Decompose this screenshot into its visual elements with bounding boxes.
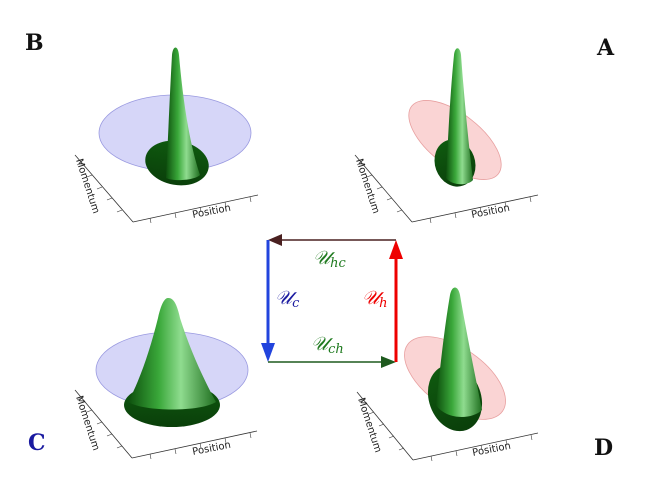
panel-label-d: D <box>594 435 614 461</box>
panel-b: Momentum Position <box>73 47 259 224</box>
panel-label-c: C <box>28 430 46 456</box>
axes-b <box>74 154 259 224</box>
panel-a: Momentum Position <box>353 48 539 224</box>
axes-c <box>74 389 258 460</box>
arrow-h-head <box>389 240 403 259</box>
operator-ch: 𝒰ch <box>311 333 344 357</box>
arrow-hc-head <box>268 234 282 246</box>
operator-h: 𝒰h <box>362 287 387 311</box>
operator-hc: 𝒰hc <box>313 247 346 271</box>
peak-d <box>436 287 482 417</box>
axis-momentum-b: Momentum <box>73 158 101 216</box>
axes-a <box>354 154 539 224</box>
axis-momentum-a: Momentum <box>353 158 381 216</box>
panel-c: Momentum Position <box>73 298 258 460</box>
peak-c <box>128 298 216 410</box>
axis-position-d: Position <box>471 441 511 459</box>
panel-label-a: A <box>597 35 615 61</box>
axis-position-a: Position <box>470 203 510 221</box>
axes-d <box>356 391 539 462</box>
axis-position-c: Position <box>191 440 231 458</box>
panel-label-b: B <box>25 30 44 56</box>
arrow-c-head <box>261 343 275 362</box>
arrow-ch-head <box>381 356 396 368</box>
cycle-arrows <box>261 234 403 368</box>
axis-momentum-c: Momentum <box>73 395 101 453</box>
axis-momentum-d: Momentum <box>355 397 383 455</box>
peak-b <box>166 47 200 181</box>
axis-position-b: Position <box>191 203 231 221</box>
operator-c: 𝒰c <box>275 287 300 311</box>
panel-d: Momentum Position <box>355 287 539 462</box>
peak-a <box>446 48 473 185</box>
